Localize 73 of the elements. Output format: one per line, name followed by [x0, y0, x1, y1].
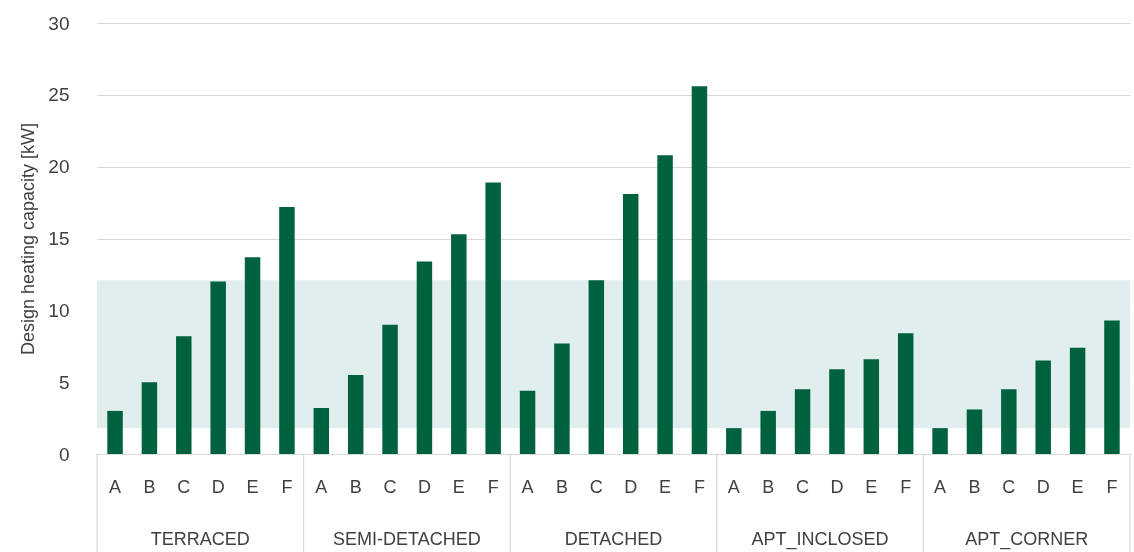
x-tick-label: B: [555, 476, 568, 497]
x-tick-label: A: [934, 476, 947, 497]
x-tick-label: B: [349, 476, 362, 497]
bar: [829, 369, 845, 454]
bar: [554, 343, 570, 454]
x-tick-label: E: [865, 476, 878, 497]
bar: [897, 333, 914, 454]
x-tick-label: C: [589, 476, 603, 497]
bar: [347, 374, 364, 454]
x-tick-label: A: [109, 476, 122, 497]
x-tick-label: D: [211, 476, 225, 497]
x-tick-label: C: [177, 476, 191, 497]
x-tick-label: D: [830, 476, 844, 497]
bar: [416, 261, 433, 454]
bar: [760, 410, 776, 454]
x-tick-label: D: [1036, 476, 1050, 497]
y-tick-label: 25: [48, 84, 70, 106]
bar: [794, 389, 811, 454]
x-tick-label: A: [521, 476, 534, 497]
bar: [726, 428, 742, 454]
x-tick-label: F: [900, 476, 912, 497]
bar: [210, 281, 226, 454]
bar: [519, 390, 536, 454]
bar: [176, 336, 192, 454]
x-tick-label: C: [1002, 476, 1016, 497]
text: APT_CORNER: [965, 529, 1089, 550]
bar: [1001, 389, 1017, 454]
bar: [279, 206, 295, 454]
x-tick-label: C: [383, 476, 397, 497]
bar: [382, 324, 398, 454]
bar: [966, 409, 983, 454]
x-tick-label: F: [1106, 476, 1118, 497]
x-tick-label: E: [659, 476, 672, 497]
bar: [863, 359, 880, 454]
bar: [313, 408, 330, 454]
text: TERRACED: [150, 529, 250, 549]
bar: [451, 234, 467, 454]
bar: [1069, 347, 1086, 454]
y-tick-label: 30: [48, 12, 70, 34]
y-tick-label: 0: [58, 443, 70, 465]
bar: [141, 382, 158, 454]
y-axis-title: Design heating capacity [kW]: [18, 122, 39, 356]
x-tick-label: A: [727, 476, 740, 497]
bar: [107, 410, 123, 454]
x-tick-label: E: [1071, 476, 1084, 497]
text: SEMI-DETACHED: [333, 529, 481, 549]
y-tick-label: 10: [48, 299, 70, 321]
x-tick-label: E: [246, 476, 259, 497]
x-tick-label: D: [417, 476, 431, 497]
x-tick-label: B: [762, 476, 775, 497]
x-tick-label: A: [315, 476, 328, 497]
bar: [691, 86, 708, 454]
x-tick-label: B: [968, 476, 981, 497]
bar: [485, 182, 501, 454]
y-tick-label: 15: [48, 228, 70, 249]
x-tick-label: F: [487, 476, 499, 497]
x-tick-label: D: [624, 476, 638, 497]
x-tick-label: E: [452, 476, 465, 497]
x-tick-label: B: [143, 476, 156, 497]
bar: [1035, 360, 1051, 454]
bar: [622, 193, 639, 454]
x-tick-label: F: [281, 476, 293, 497]
text: DETACHED: [564, 529, 663, 549]
text: APT_INCLOSED: [751, 529, 889, 550]
bar: [657, 155, 673, 454]
y-tick-label: 20: [48, 156, 70, 178]
bar: [932, 428, 948, 454]
bar: [1104, 320, 1120, 454]
x-tick-label: C: [796, 476, 810, 497]
bar: [588, 280, 605, 454]
bar: [244, 257, 261, 454]
x-tick-label: F: [693, 476, 705, 497]
y-tick-label: 5: [58, 371, 70, 393]
